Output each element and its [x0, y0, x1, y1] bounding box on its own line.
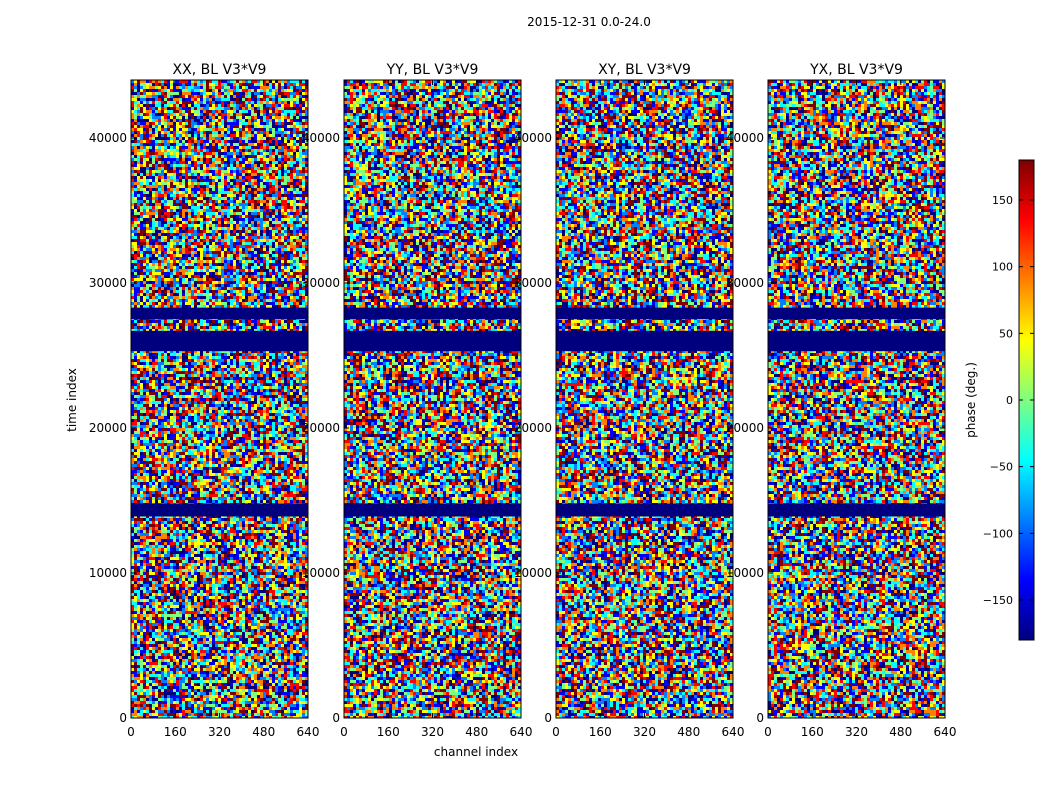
panel-1: XX, BL V3*V9 0 160 320 480 640 0 10000 20000 3000… — [65, 62, 319, 739]
y-tick-label: 20000 — [302, 421, 340, 435]
y-tick-label: 30000 — [726, 276, 764, 290]
x-tick-label: 160 — [377, 725, 400, 739]
y-tick-label: 40000 — [514, 131, 552, 145]
colorbar-tick-label: −150 — [983, 594, 1013, 607]
x-tick-label: 0 — [127, 725, 135, 739]
y-tick-label: 20000 — [726, 421, 764, 435]
masked-band — [131, 330, 308, 352]
y-tick-label: 0 — [119, 711, 127, 725]
heatmap-cells — [344, 80, 521, 718]
masked-band — [344, 307, 521, 320]
x-tick-label: 160 — [801, 725, 824, 739]
y-tick-label: 0 — [544, 711, 552, 725]
x-tick-label: 0 — [764, 725, 772, 739]
x-tick-label: 480 — [465, 725, 488, 739]
y-tick-label: 20000 — [89, 421, 127, 435]
y-tick-label: 30000 — [514, 276, 552, 290]
masked-band — [131, 307, 308, 320]
y-tick-label: 0 — [332, 711, 340, 725]
suptitle: 2015-12-31 0.0-24.0 — [527, 15, 651, 29]
masked-band — [556, 503, 733, 517]
panel-4: YX, BL V3*V9 0 160 320 480 640 0 10000 20000 3000… — [726, 62, 957, 739]
x-tick-label: 160 — [164, 725, 187, 739]
x-tick-label: 640 — [934, 725, 957, 739]
y-axis-label: time index — [65, 368, 79, 432]
masked-band — [556, 330, 733, 352]
y-tick-label: 10000 — [302, 566, 340, 580]
x-tick-label: 480 — [252, 725, 275, 739]
x-tick-label: 480 — [677, 725, 700, 739]
x-tick-label: 640 — [297, 725, 320, 739]
y-tick-label: 0 — [756, 711, 764, 725]
x-tick-label: 320 — [421, 725, 444, 739]
colorbar-tick-label: −100 — [983, 527, 1013, 540]
y-tick-label: 10000 — [514, 566, 552, 580]
y-tick-label: 30000 — [89, 276, 127, 290]
masked-band — [556, 307, 733, 320]
y-tick-label: 10000 — [726, 566, 764, 580]
colorbar-tick-label: 150 — [992, 194, 1013, 207]
y-tick-label: 30000 — [302, 276, 340, 290]
panel-3: XY, BL V3*V9 0 160 320 480 640 0 10000 20000 3000… — [514, 62, 745, 739]
colorbar-tick-label: 100 — [992, 261, 1013, 274]
masked-band — [344, 330, 521, 352]
masked-band — [768, 307, 945, 320]
masked-band — [768, 503, 945, 517]
panel-2: YY, BL V3*V9 0 160 320 480 640 0 10000 20000 3000… — [302, 62, 533, 759]
colorbar: 150 100 50 0 −50 −100 −150 phase (deg.) — [964, 159, 1035, 641]
panel-title: XX, BL V3*V9 — [173, 62, 267, 78]
colorbar-tick-label: −50 — [990, 461, 1013, 474]
x-tick-label: 160 — [589, 725, 612, 739]
x-tick-label: 640 — [510, 725, 533, 739]
x-tick-label: 0 — [552, 725, 560, 739]
colorbar-tick-label: 0 — [1006, 394, 1013, 407]
x-axis-label: channel index — [434, 745, 518, 759]
panel-title: XY, BL V3*V9 — [598, 62, 691, 78]
colorbar-tick-label: 50 — [999, 327, 1013, 340]
x-tick-label: 640 — [722, 725, 745, 739]
y-tick-label: 20000 — [514, 421, 552, 435]
panel-title: YY, BL V3*V9 — [386, 62, 479, 78]
masked-band — [344, 503, 521, 517]
y-tick-label: 40000 — [302, 131, 340, 145]
x-tick-label: 320 — [208, 725, 231, 739]
y-tick-label: 40000 — [726, 131, 764, 145]
masked-band — [768, 330, 945, 352]
y-tick-label: 40000 — [89, 131, 127, 145]
heatmap-cells — [556, 80, 733, 718]
heatmap-cells — [131, 80, 308, 718]
masked-band — [131, 503, 308, 517]
x-tick-label: 320 — [633, 725, 656, 739]
heatmap-cells — [768, 80, 945, 718]
panel-title: YX, BL V3*V9 — [809, 62, 903, 78]
x-tick-label: 480 — [889, 725, 912, 739]
y-tick-label: 10000 — [89, 566, 127, 580]
x-tick-label: 0 — [340, 725, 348, 739]
x-tick-label: 320 — [845, 725, 868, 739]
colorbar-label: phase (deg.) — [964, 362, 978, 438]
